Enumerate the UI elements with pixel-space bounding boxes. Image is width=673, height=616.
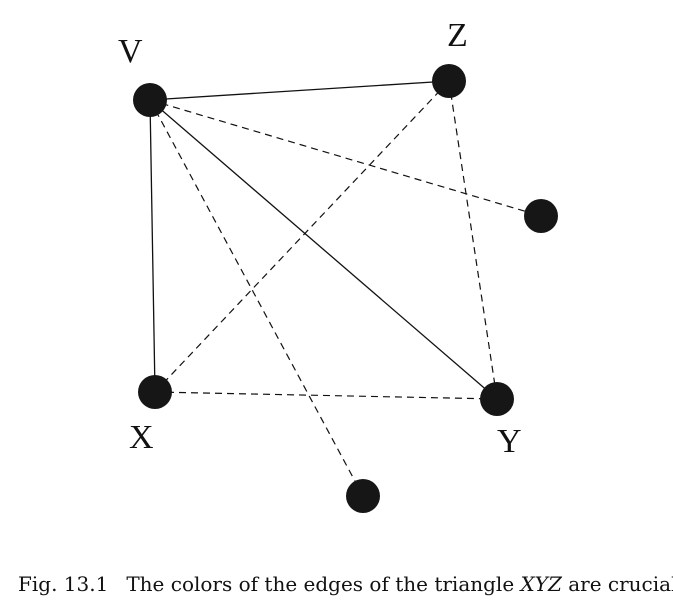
vertex-v bbox=[133, 83, 167, 117]
label-x: X bbox=[129, 419, 154, 456]
edge-v-z bbox=[149, 80, 450, 101]
edge-v-p2 bbox=[149, 99, 364, 497]
caption-math-xyz: XYZ bbox=[520, 572, 562, 596]
edge-v-y bbox=[149, 99, 498, 400]
label-y: Y bbox=[497, 423, 522, 460]
vertex-unlabeled-right bbox=[524, 199, 558, 233]
edge-z-y bbox=[448, 80, 498, 400]
caption-text-before: The colors of the edges of the triangle bbox=[126, 572, 521, 596]
vertex-z bbox=[432, 64, 466, 98]
label-v: V bbox=[118, 33, 143, 70]
vertex-x bbox=[138, 375, 172, 409]
edge-v-x bbox=[149, 99, 156, 393]
edge-x-y bbox=[154, 391, 498, 400]
figure-caption: Fig. 13.1 The colors of the edges of the … bbox=[18, 572, 673, 596]
label-z: Z bbox=[447, 17, 468, 54]
figure-number: Fig. 13.1 bbox=[18, 572, 109, 596]
edge-v-p1 bbox=[149, 99, 542, 217]
edge-x-z bbox=[154, 80, 450, 393]
caption-text-after: are crucial. bbox=[561, 572, 673, 596]
vertex-unlabeled-bottom bbox=[346, 479, 380, 513]
vertex-y bbox=[480, 382, 514, 416]
